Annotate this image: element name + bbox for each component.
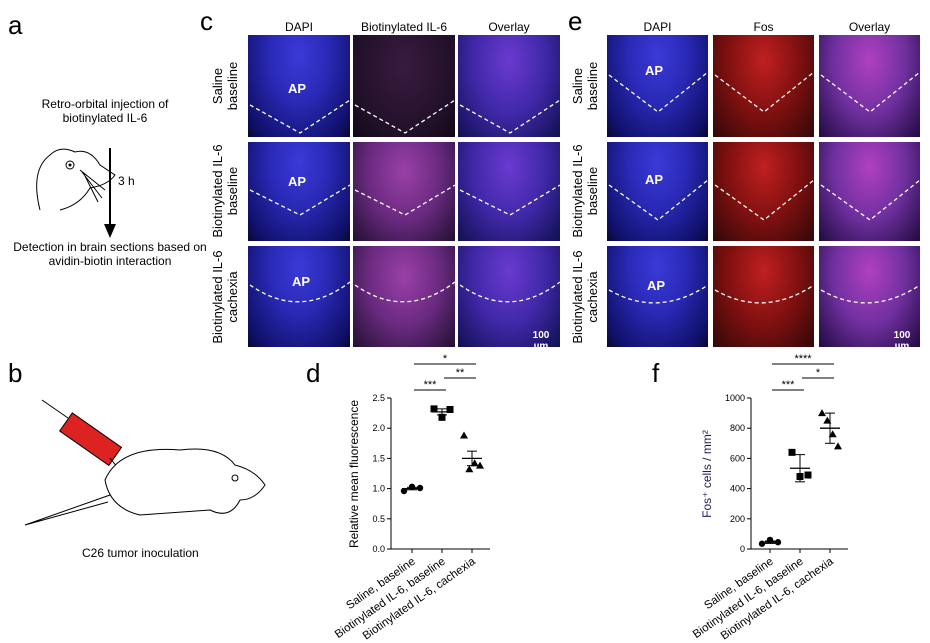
row-cachexia: Biotinylated IL-6 cachexia: [210, 250, 240, 344]
data-point: [438, 413, 446, 421]
f-ylabel: Fos⁺ cells / mm²: [700, 430, 714, 518]
micrograph: AP: [607, 246, 708, 347]
significance-label: *: [816, 367, 821, 379]
panel-label-a: a: [8, 10, 23, 40]
data-point: [758, 540, 766, 547]
significance-label: ***: [424, 379, 438, 391]
row-baseline: Biotinylated IL-6 baseline: [570, 144, 600, 238]
data-point: [470, 459, 479, 467]
y-tick-label: 800: [730, 423, 745, 433]
data-point: [446, 405, 454, 413]
micrograph: [713, 246, 814, 347]
significance-label: ****: [794, 353, 812, 365]
tumor-caption: C26 tumor inoculation: [82, 546, 199, 560]
panel-label-e: e: [568, 6, 583, 36]
data-point: [828, 430, 837, 438]
row-cachexia: Biotinylated IL-6 cachexia: [570, 250, 600, 344]
row-baseline: Biotinylated IL-6 baseline: [210, 144, 240, 238]
y-tick-label: 1000: [725, 393, 745, 403]
col-dapi: DAPI: [643, 20, 672, 34]
col-overlay: Overlay: [488, 20, 530, 34]
data-point: [818, 409, 826, 417]
panel-label-c: c: [200, 6, 213, 36]
micrograph: [353, 142, 455, 241]
y-tick-label: 1.5: [372, 453, 385, 463]
significance-label: *: [443, 353, 448, 365]
data-point: [430, 405, 438, 413]
data-point: [788, 448, 796, 456]
micrograph: AP: [248, 35, 350, 137]
data-point: [834, 442, 842, 450]
micrograph: AP: [607, 142, 708, 241]
micrograph: [458, 35, 560, 137]
detection-text: Detection in brain sections based on avi…: [13, 240, 207, 268]
panel-label-d: d: [306, 358, 321, 388]
micrograph: [713, 35, 814, 137]
y-tick-label: 200: [730, 514, 745, 524]
y-tick-label: 600: [730, 453, 745, 463]
data-point: [465, 465, 474, 473]
micrograph: [819, 142, 920, 241]
micrograph: 100 µm: [458, 246, 560, 347]
data-point: [804, 471, 812, 479]
y-tick-label: 0.0: [372, 544, 385, 554]
micrograph: AP: [607, 35, 708, 137]
data-point: [823, 416, 832, 424]
micrograph: [353, 246, 455, 347]
time-label: 3 h: [118, 174, 135, 188]
col-dapi: DAPI: [284, 20, 313, 34]
row-saline: Saline baseline: [210, 61, 240, 111]
data-point: [766, 536, 774, 544]
y-tick-label: 1.0: [372, 484, 385, 494]
micrograph: [458, 142, 560, 241]
significance-label: **: [456, 367, 465, 379]
d-ylabel: Relative mean fluorescence: [347, 399, 361, 549]
y-tick-label: 0.5: [372, 514, 385, 524]
panel-label-f: f: [652, 358, 660, 388]
micrograph: AP: [248, 246, 350, 347]
micrograph: [353, 35, 455, 137]
col-biotinylated: Biotinylated IL-6: [360, 20, 448, 34]
y-tick-label: 2.5: [372, 393, 385, 403]
data-point: [460, 431, 468, 439]
y-tick-label: 0: [740, 544, 745, 554]
data-point: [476, 461, 484, 469]
micrograph: [713, 142, 814, 241]
micrograph: 100 µm: [819, 246, 920, 347]
mouse-head-icon: [36, 148, 116, 238]
y-tick-label: 2.0: [372, 423, 385, 433]
row-saline: Saline baseline: [570, 61, 600, 111]
mouse-injection-illustration: [24, 399, 266, 526]
significance-label: ***: [782, 379, 796, 391]
data-point: [400, 487, 408, 495]
col-overlay: Overlay: [848, 20, 891, 34]
micrograph: AP: [248, 142, 350, 241]
panel-label-b: b: [8, 358, 23, 388]
col-fos: Fos: [753, 20, 774, 34]
injection-text: Retro-orbital injection of biotinylated …: [41, 97, 169, 125]
micrograph: [819, 35, 920, 137]
y-tick-label: 400: [730, 484, 745, 494]
